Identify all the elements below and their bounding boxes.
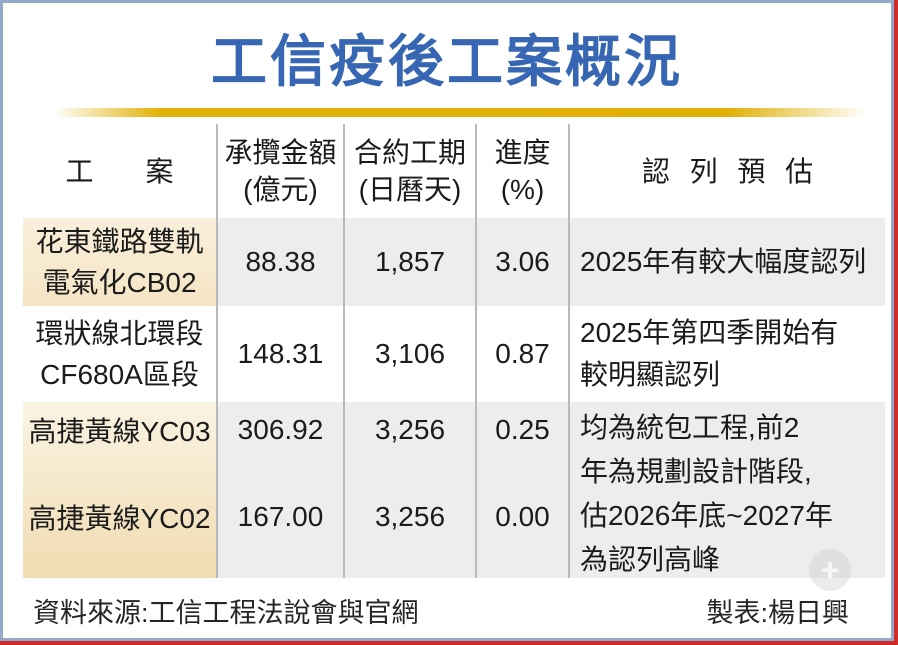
header-duration-line1: 合約工期 [353,137,466,168]
table-row-3-project: 高捷黃線YC03 [28,415,211,447]
header-amount-line2: (億元) [243,174,318,205]
table-row-1-project: 花東鐵路雙軌 電氣化CB02 [23,218,216,306]
estimate-line: 較明顯認列 [580,359,721,390]
plus-icon: + [809,549,851,591]
table-row-3-duration: 3,256 [374,413,446,445]
table-row-3-amount: 306.92 [237,413,324,445]
table-rows-3-4-project: 高捷黃線YC03 高捷黃線YC02 [23,402,216,578]
header-progress-line1: 進度 [494,137,551,168]
estimate-line: 為認列高峰 [580,544,721,575]
table-row-4-project: 高捷黃線YC02 [28,502,211,534]
header-project-label: 工 案 [65,155,186,187]
header-project: 工 案 [23,124,216,218]
table-rows-3-4-duration: 3,256 3,256 [343,402,475,578]
estimate-line: 2025年第四季開始有 [580,317,839,348]
header-progress-line2: (%) [500,174,545,205]
credit-note: 製表:楊日興 [706,598,849,628]
page-title: 工信疫後工案概況 [211,30,683,93]
table-row-4-amount: 167.00 [237,500,324,532]
project-name-line: 花東鐵路雙軌 [35,226,204,257]
estimate-line: 估2026年底~2027年 [580,500,833,531]
table-row-2-duration: 3,106 [343,306,475,402]
gold-divider [53,108,875,117]
source-note: 資料來源:工信工程法說會與官網 [33,598,419,628]
estimate-line: 均為統包工程,前2 [580,412,800,443]
table-row-2-amount: 148.31 [216,306,343,402]
project-name-line: CF680A區段 [40,359,199,390]
footer: 資料來源:工信工程法說會與官網 製表:楊日興 [33,591,849,630]
project-name-line: 環狀線北環段 [35,318,204,349]
projects-table: 工 案 承攬金額 (億元) 合約工期 (日曆天) 進度 (%) 認 列 預 估 … [23,124,885,578]
table-row-1-progress: 3.06 [475,218,568,306]
table-rows-3-4-estimate: 均為統包工程,前2 年為規劃設計階段, 估2026年底~2027年 為認列高峰 [568,402,885,578]
table-row-2-project: 環狀線北環段 CF680A區段 [23,306,216,402]
header-amount: 承攬金額 (億元) [216,124,343,218]
header-estimate: 認 列 預 估 [568,124,885,218]
table-rows-3-4-amount: 306.92 167.00 [216,402,343,578]
header-progress: 進度 (%) [475,124,568,218]
table-row-3-progress: 0.25 [495,413,550,445]
header-duration-line2: (日曆天) [358,174,462,205]
project-name-line: 電氣化CB02 [42,267,197,298]
table-row-2-estimate: 2025年第四季開始有 較明顯認列 [568,306,885,402]
table-row-1-duration: 1,857 [343,218,475,306]
table-row-1-amount: 88.38 [216,218,343,306]
table-row-2-progress: 0.87 [475,306,568,402]
table-row-4-progress: 0.00 [495,500,550,532]
estimate-line: 年為規劃設計階段, [580,456,812,487]
table-row-4-duration: 3,256 [374,500,446,532]
header-estimate-label: 認 列 預 估 [641,155,820,187]
header-duration: 合約工期 (日曆天) [343,124,475,218]
table-row-1-estimate: 2025年有較大幅度認列 [568,218,885,306]
header-amount-line1: 承攬金額 [224,137,337,168]
table-rows-3-4-progress: 0.25 0.00 [475,402,568,578]
estimate-line: 2025年有較大幅度認列 [580,246,867,277]
